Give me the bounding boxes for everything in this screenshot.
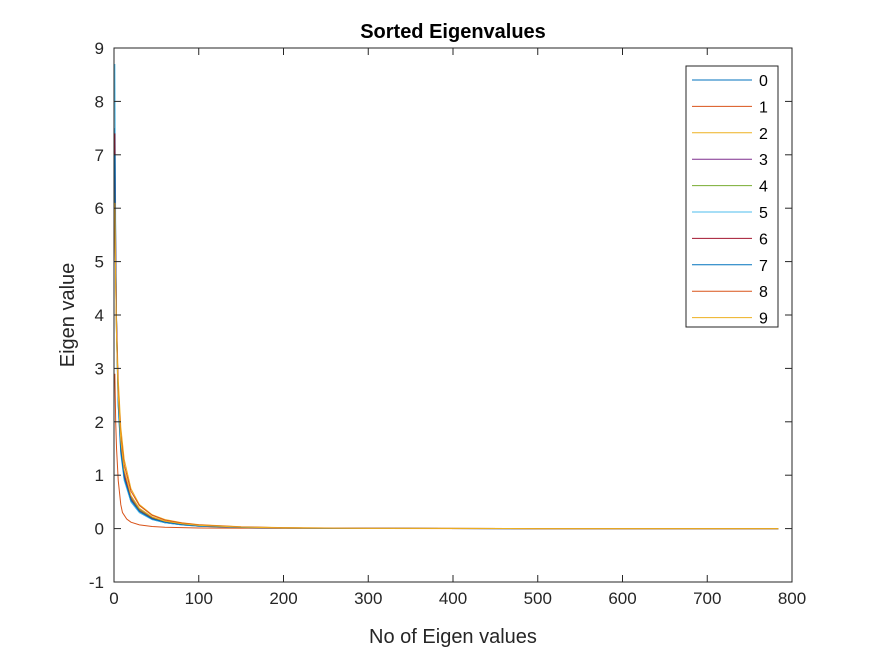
x-tick-label: 600 bbox=[608, 589, 636, 608]
y-tick-label: 4 bbox=[95, 306, 104, 325]
x-tick-label: 0 bbox=[109, 589, 118, 608]
x-tick-label: 700 bbox=[693, 589, 721, 608]
legend-label-3: 3 bbox=[759, 152, 768, 169]
legend-label-6: 6 bbox=[759, 231, 768, 248]
series-layer bbox=[114, 64, 779, 530]
y-tick-label: 0 bbox=[95, 520, 104, 539]
x-tick-label: 800 bbox=[778, 589, 806, 608]
y-tick-label: -1 bbox=[89, 573, 104, 592]
y-tick-label: 9 bbox=[95, 39, 104, 58]
y-tick-label: 3 bbox=[95, 359, 104, 378]
x-tick-label: 500 bbox=[524, 589, 552, 608]
x-tick-label: 100 bbox=[185, 589, 213, 608]
chart-title: Sorted Eigenvalues bbox=[360, 21, 546, 43]
tick-layer: 0 100 200 300 400 500 600 700 800 -1 0 1 2 3 4 5 6 7 8 9 bbox=[89, 39, 806, 608]
y-tick-label: 6 bbox=[95, 199, 104, 218]
legend-label-2: 2 bbox=[759, 126, 768, 143]
legend-label-8: 8 bbox=[759, 284, 768, 301]
legend-label-7: 7 bbox=[759, 258, 768, 275]
legend-label-4: 4 bbox=[759, 179, 768, 196]
y-tick-label: 5 bbox=[95, 253, 104, 272]
series-line-9 bbox=[114, 202, 779, 530]
axes-background bbox=[114, 48, 792, 582]
legend-box bbox=[685, 65, 779, 328]
y-tick-label: 7 bbox=[95, 146, 104, 165]
legend-label-1: 1 bbox=[759, 99, 768, 116]
series-line-1 bbox=[114, 373, 779, 530]
x-tick-label: 200 bbox=[269, 589, 297, 608]
x-axis-title: No of Eigen values bbox=[369, 626, 537, 648]
legend: 0 1 2 3 4 5 6 7 8 9 bbox=[685, 65, 779, 328]
x-tick-label: 400 bbox=[439, 589, 467, 608]
legend-label-5: 5 bbox=[759, 205, 768, 222]
y-tick-label: 1 bbox=[95, 466, 104, 485]
legend-label-0: 0 bbox=[759, 73, 768, 90]
legend-label-9: 9 bbox=[759, 311, 768, 328]
y-axis-title: Eigen value bbox=[57, 263, 79, 368]
y-tick-label: 2 bbox=[95, 413, 104, 432]
y-tick-label: 8 bbox=[95, 92, 104, 111]
x-tick-label: 300 bbox=[354, 589, 382, 608]
